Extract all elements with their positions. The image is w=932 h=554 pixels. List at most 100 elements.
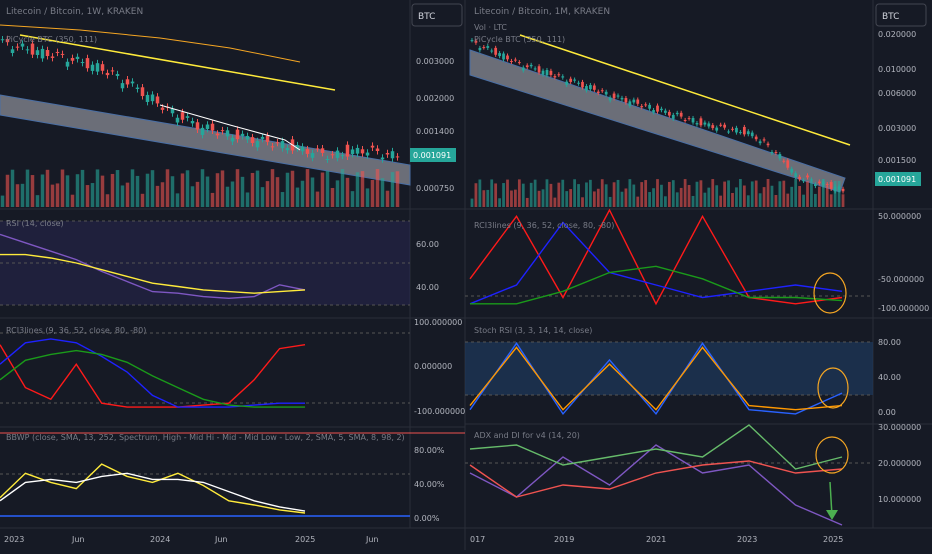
volume-bar [75, 174, 80, 207]
volume-bar [155, 185, 160, 207]
candle-body [750, 132, 754, 137]
volume-bar [295, 187, 300, 207]
candle-body [390, 151, 395, 159]
volume-bar [230, 181, 235, 207]
volume-bar [310, 177, 315, 207]
right-price-tick: 0.010000 [878, 65, 916, 74]
candle-body [833, 186, 837, 192]
volume-bar [50, 184, 55, 207]
candle-body [541, 70, 545, 75]
candle-body [200, 127, 205, 135]
candle-body [517, 62, 521, 64]
left-trendline [19, 34, 336, 91]
right-rci-highlight-circle [813, 272, 847, 314]
candle-body [577, 82, 580, 84]
candle-body [770, 151, 774, 154]
volume-bar [648, 192, 651, 207]
candle-body [707, 123, 711, 127]
candle-body [829, 182, 833, 189]
right-adx-series-line [469, 444, 843, 526]
volume-bar [60, 169, 65, 207]
candle-body [600, 90, 604, 92]
candle-body [786, 160, 790, 168]
volume-bar [675, 192, 679, 207]
candle-body [260, 136, 265, 139]
left-symbol-badge[interactable] [411, 3, 463, 27]
candle-body [230, 137, 235, 142]
left-bbwp-series-line [0, 463, 306, 514]
volume-bar [185, 170, 190, 207]
candle-body [798, 176, 801, 180]
volume-bar [170, 176, 175, 207]
volume-bar [533, 179, 537, 207]
candle-body [285, 148, 290, 151]
volume-bar [40, 174, 45, 207]
right-rci-panel: RCI3lines (9, 36, 52, close, 80, -80) 50… [465, 208, 929, 314]
candle-body [739, 132, 742, 134]
volume-bar [370, 180, 375, 207]
candle-body [525, 65, 529, 68]
volume-bar [375, 169, 380, 207]
candle-body [140, 87, 145, 97]
left-price-tick: 0.003000 [416, 57, 454, 66]
volume-bar [245, 192, 250, 207]
volume-bar [636, 196, 640, 207]
right-adx-series-line [469, 460, 843, 498]
volume-bar [305, 169, 310, 207]
candle-body [55, 51, 60, 53]
candle-body [521, 67, 525, 71]
candle-body [210, 123, 215, 131]
candle-body [727, 131, 730, 133]
right-symbol-badge-text: BTC [882, 12, 899, 22]
volume-bar [569, 189, 573, 207]
candle-body [170, 108, 175, 114]
volume-bar [80, 169, 85, 207]
right-price-badge-text: 0.001091 [878, 175, 916, 184]
candle-body [817, 181, 821, 184]
candle-body [510, 60, 513, 62]
volume-bar [5, 174, 10, 207]
volume-bar [275, 177, 280, 207]
volume-bar [766, 179, 770, 207]
volume-bar [115, 170, 120, 207]
right-adx-lines [469, 424, 843, 526]
right-price-panel: Litecoin / Bitcoin, 1M, KRAKEN Vol · LTC… [469, 3, 927, 207]
volume-bar [695, 181, 699, 207]
candle-body [215, 133, 220, 136]
candle-body [825, 184, 829, 186]
volume-bar [200, 169, 205, 207]
left-bbwp-lines [0, 463, 306, 514]
volume-bar [330, 187, 335, 207]
volume-bar [517, 179, 521, 207]
candle-body [330, 154, 335, 156]
volume-bar [360, 171, 365, 207]
volume-bar [160, 182, 165, 207]
green-arrow-icon [826, 510, 838, 520]
volume-bar [105, 194, 110, 207]
left-rsi-tick: 60.00 [416, 240, 439, 249]
left-header: Litecoin / Bitcoin, 1W, KRAKEN [6, 7, 143, 17]
volume-bar [750, 181, 754, 207]
right-adx-series-line [469, 424, 843, 470]
volume-bar [235, 169, 240, 207]
candle-body [687, 118, 691, 120]
volume-bar [585, 182, 588, 207]
volume-bar [549, 183, 553, 207]
candle-body [40, 48, 45, 59]
candle-body [802, 180, 805, 182]
candle-body [470, 40, 474, 42]
right-candles [470, 38, 845, 194]
candle-body [735, 127, 738, 133]
right-rci-tick: -100.000000 [878, 304, 929, 313]
volume-bar [553, 197, 557, 207]
candle-body [120, 83, 125, 89]
candle-body [30, 43, 35, 55]
volume-bar [565, 191, 569, 207]
volume-bar [541, 189, 545, 207]
candle-body [175, 117, 180, 123]
left-rci-tick: 100.000000 [414, 318, 462, 327]
right-symbol-badge[interactable] [875, 3, 927, 27]
right-time-tick: 2025 [823, 535, 843, 544]
left-bbwp-panel: BBWP (close, SMA, 13, 252, Spectrum, Hig… [0, 432, 465, 523]
volume-bar [260, 187, 265, 207]
